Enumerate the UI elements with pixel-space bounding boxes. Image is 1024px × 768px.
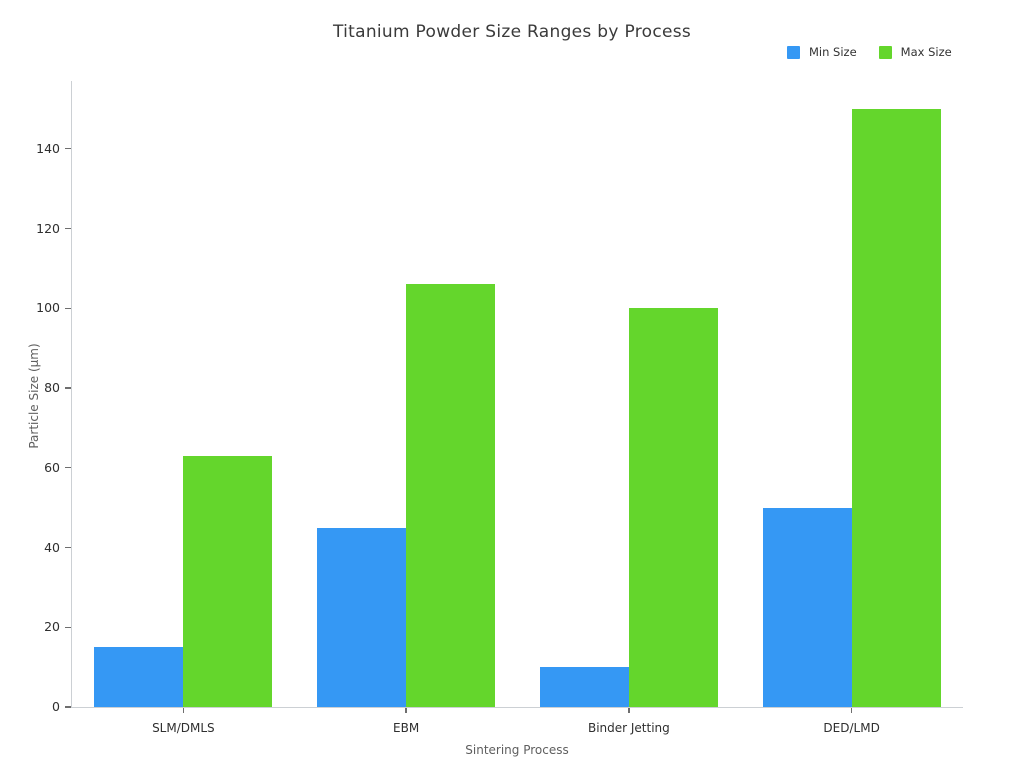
y-tick-label: 80 [44,380,60,396]
y-tick-mark [65,227,71,230]
y-tick-label: 100 [36,300,60,316]
y-tick-label: 140 [36,140,60,156]
x-tick-mark [850,708,853,713]
x-tick-mark [628,708,630,713]
bar-min-size-binder-jetting [539,667,629,707]
x-tick-label-binder-jetting: Binder Jetting [587,721,670,735]
y-tick-label: 0 [52,699,60,714]
legend-item-max-size: Max Size [878,45,952,59]
x-axis-label: Sintering Process [465,743,569,757]
y-tick-label: 60 [44,459,60,475]
chart-title: Titanium Powder Size Ranges by Process [332,22,692,42]
y-axis-label: Particle Size (µm) [27,343,41,449]
y-tick-mark [65,387,71,389]
legend-label-min-size: Min Size [809,45,857,59]
bar-max-size-ded-lmd [851,108,941,707]
y-tick-label: 120 [36,220,60,236]
legend-swatch-min-size [787,45,800,59]
y-tick-label: 20 [44,619,60,635]
x-tick-label-slm-dmls: SLM/DMLS [152,721,215,735]
legend: Min Size Max Size [787,45,952,59]
y-tick-mark [65,307,71,309]
bar-max-size-binder-jetting [628,308,718,707]
y-tick-mark [65,706,71,708]
bar-min-size-ded-lmd [762,507,852,707]
y-axis-spine [71,81,73,707]
legend-label-max-size: Max Size [900,45,952,59]
x-tick-mark [405,708,407,713]
x-axis-spine [71,706,963,708]
y-tick-mark [65,148,71,150]
legend-item-min-size: Min Size [787,45,857,59]
bar-max-size-ebm [406,284,496,707]
y-tick-mark [65,546,71,549]
bar-max-size-slm-dmls [183,455,273,707]
plot-area: 0 20 40 60 80 100 120 140 SLM/DMLS EBM Binder Jett… [36,81,963,735]
x-tick-mark [182,708,185,713]
bar-min-size-ebm [317,527,407,707]
y-tick-mark [65,467,71,469]
x-tick-label-ded-lmd: DED/LMD [823,721,880,735]
legend-swatch-max-size [878,45,892,59]
y-tick-mark [65,626,71,628]
y-tick-label: 40 [44,539,60,555]
x-tick-label-ebm: EBM [393,721,420,735]
bar-min-size-slm-dmls [94,647,184,707]
